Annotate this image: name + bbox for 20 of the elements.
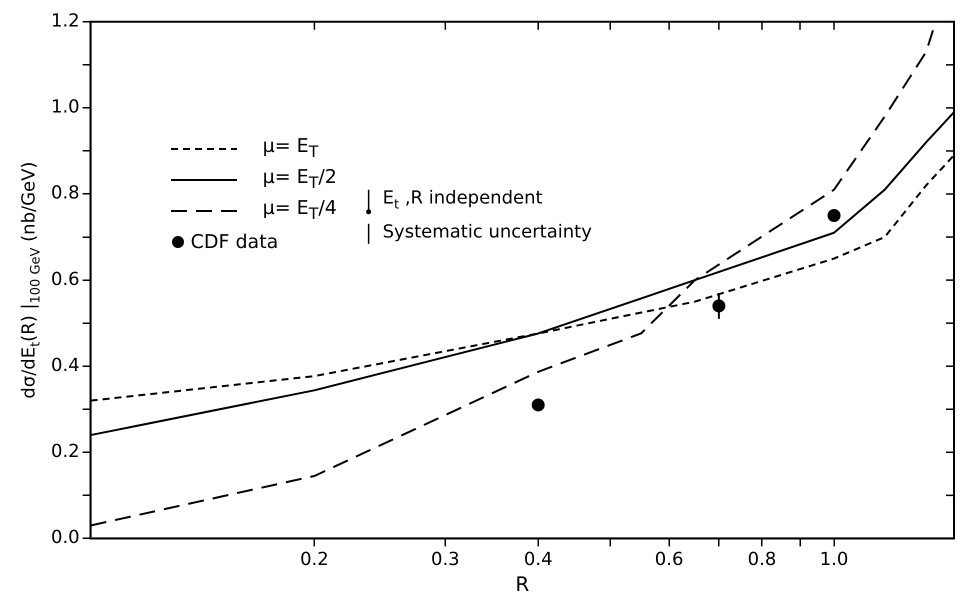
legend-label: μ= E$_{T}$/4: [262, 196, 337, 226]
legend-label: CDF data: [190, 230, 278, 255]
y-tick-label: 1.0: [50, 96, 80, 118]
x-axis-title: R: [515, 572, 530, 596]
y-axis-title: dσ/dEt(R) |100 GeV (nb/GeV): [18, 162, 44, 399]
x-tick-label: 1.0: [820, 548, 848, 570]
y-tick-label: 0.0: [50, 527, 80, 548]
legend-label: μ= E$_{T}$: [262, 134, 318, 164]
x-tick-label: 0.8: [748, 548, 776, 570]
x-tick-label: 0.4: [524, 548, 553, 570]
y-tick-label: 1.2: [50, 10, 80, 32]
y-tick-label: 0.8: [50, 182, 80, 204]
y-tick-label: 0.2: [50, 440, 80, 462]
annotation: Systematic uncertainty: [382, 221, 592, 242]
x-tick-label: 0.6: [654, 548, 684, 570]
x-tick-label: 0.3: [431, 548, 460, 570]
y-tick-label: 0.4: [50, 354, 80, 376]
x-tick-label: 0.2: [300, 548, 329, 570]
y-tick-label: 0.6: [50, 268, 80, 290]
legend-label: μ= E$_{T}$/2: [262, 165, 337, 194]
